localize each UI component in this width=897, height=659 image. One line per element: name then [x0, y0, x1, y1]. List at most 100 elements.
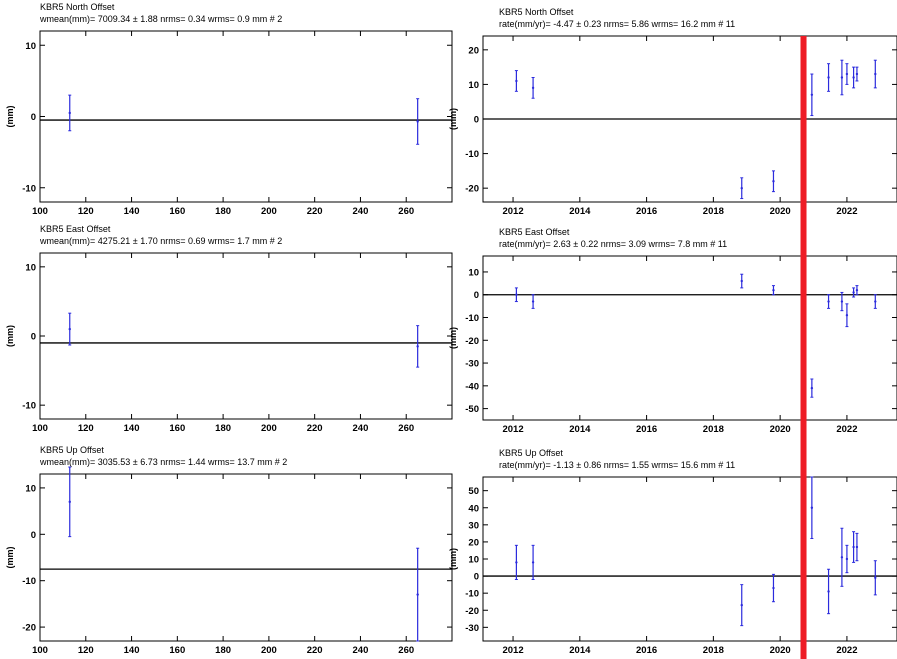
data-point: [827, 76, 829, 78]
y-tick-label: -10: [465, 149, 479, 160]
data-point: [741, 280, 743, 282]
plot-frame: [483, 477, 897, 641]
x-tick-label: 100: [32, 206, 48, 217]
x-tick-label: 160: [169, 206, 185, 217]
y-tick-label: 10: [25, 262, 36, 273]
y-tick-label: 20: [468, 537, 479, 548]
data-point: [856, 289, 858, 291]
y-tick-label: -20: [465, 336, 479, 347]
error-bar: [852, 288, 855, 297]
error-bar: [840, 528, 843, 586]
data-point: [852, 291, 854, 293]
x-tick-label: 220: [307, 645, 323, 656]
y-tick-label: 20: [468, 45, 479, 56]
error-bar: [740, 274, 743, 288]
y-tick-label: 0: [31, 112, 36, 123]
y-tick-label: 10: [25, 41, 36, 52]
y-tick-label: -10: [465, 589, 479, 600]
x-tick-label: 2016: [636, 424, 657, 435]
y-tick-label: 10: [468, 555, 479, 566]
data-point: [811, 94, 813, 96]
error-bar: [416, 548, 419, 641]
data-point: [69, 112, 71, 114]
data-point: [852, 546, 854, 548]
error-bar: [532, 78, 535, 99]
x-tick-label: 260: [398, 423, 414, 434]
error-bar: [855, 286, 858, 295]
x-tick-label: 2022: [836, 645, 857, 656]
y-tick-label: 30: [468, 520, 479, 531]
error-bar: [810, 74, 813, 116]
x-tick-label: 100: [32, 423, 48, 434]
error-bar: [740, 178, 743, 199]
y-axis-label: (mm): [5, 105, 15, 127]
data-point: [515, 294, 517, 296]
chart-stats: wmean(mm)= 4275.21 ± 1.70 nrms= 0.69 wrm…: [39, 236, 282, 246]
plot-frame: [40, 253, 452, 419]
error-bar: [874, 561, 877, 595]
chart-panel-6: KBR5 Up Offset rate(mm/yr)= -1.13 ± 0.86 …: [448, 448, 897, 656]
y-tick-label: 40: [468, 503, 479, 514]
data-point: [772, 289, 774, 291]
y-tick-label: -10: [22, 401, 36, 412]
data-point: [69, 328, 71, 330]
x-tick-label: 2020: [770, 645, 791, 656]
chart-stats: wmean(mm)= 7009.34 ± 1.88 nrms= 0.34 wrm…: [39, 14, 282, 24]
data-point: [416, 593, 418, 595]
x-tick-label: 140: [124, 206, 140, 217]
y-tick-label: -10: [465, 313, 479, 324]
y-axis-label: (mm): [448, 108, 458, 130]
error-bar: [772, 286, 775, 295]
y-tick-label: -30: [465, 359, 479, 370]
x-tick-label: 200: [261, 645, 277, 656]
x-tick-label: 180: [215, 645, 231, 656]
error-bar: [852, 67, 855, 88]
data-point: [846, 73, 848, 75]
y-tick-label: 0: [474, 290, 479, 301]
data-point: [874, 577, 876, 579]
x-tick-label: 2012: [502, 645, 523, 656]
y-tick-label: 0: [474, 115, 479, 126]
x-tick-label: 240: [353, 645, 369, 656]
data-point: [856, 73, 858, 75]
data-point: [841, 76, 843, 78]
data-point: [532, 87, 534, 89]
data-point: [515, 561, 517, 563]
x-tick-label: 2014: [569, 645, 591, 656]
error-bar: [416, 326, 419, 368]
data-point: [416, 120, 418, 122]
data-point: [827, 590, 829, 592]
data-point: [852, 76, 854, 78]
y-axis-label: (mm): [448, 327, 458, 349]
error-bar: [845, 64, 848, 85]
error-bar: [68, 95, 71, 131]
x-tick-label: 260: [398, 645, 414, 656]
error-bar: [740, 585, 743, 626]
x-tick-label: 200: [261, 423, 277, 434]
error-bar: [810, 379, 813, 397]
error-bar: [827, 295, 830, 309]
x-tick-label: 120: [78, 645, 94, 656]
error-bar: [855, 67, 858, 81]
data-point: [874, 300, 876, 302]
x-tick-label: 120: [78, 423, 94, 434]
y-tick-label: 0: [31, 332, 36, 343]
x-tick-label: 140: [124, 645, 140, 656]
error-bar: [827, 64, 830, 92]
y-tick-label: -40: [465, 381, 479, 392]
y-tick-label: -30: [465, 623, 479, 634]
y-axis-label: (mm): [448, 548, 458, 570]
error-bar: [532, 295, 535, 309]
error-bar: [772, 574, 775, 601]
chart-title: KBR5 North Offset: [40, 2, 115, 12]
chart-stats: rate(mm/yr)= -4.47 ± 0.23 nrms= 5.86 wrm…: [499, 19, 735, 29]
data-point: [811, 507, 813, 509]
error-bar: [515, 288, 518, 302]
error-bar: [772, 171, 775, 192]
x-tick-label: 2020: [770, 424, 791, 435]
x-tick-label: 2014: [569, 206, 591, 217]
x-tick-label: 2014: [569, 424, 591, 435]
error-bar: [874, 295, 877, 309]
x-tick-label: 2022: [836, 424, 857, 435]
data-point: [841, 556, 843, 558]
